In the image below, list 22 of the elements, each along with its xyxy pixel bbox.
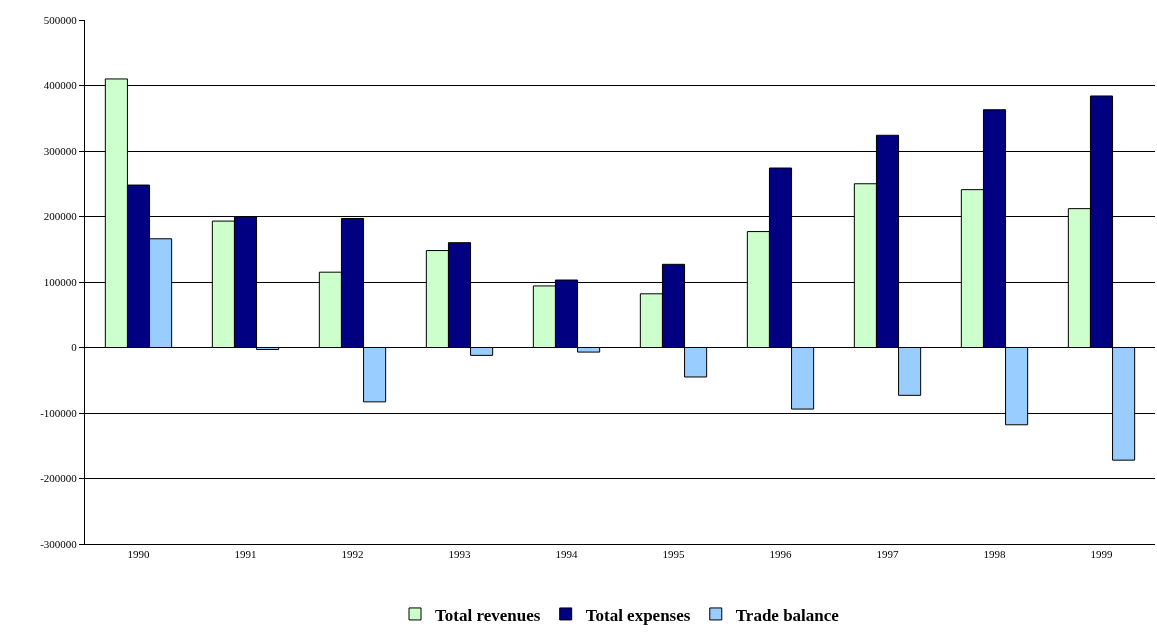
legend-label: Total revenues: [435, 605, 541, 625]
y-tick-label: -200000: [40, 472, 78, 485]
x-tick-label: 1993: [448, 548, 471, 561]
x-tick-label: 1990: [127, 548, 150, 561]
x-tick-label: 1997: [876, 548, 899, 561]
x-tick-label: 1996: [769, 548, 792, 561]
y-tick-label: -300000: [40, 537, 78, 550]
y-tick-label: 200000: [43, 210, 78, 223]
x-tick-label: 1992: [341, 548, 364, 561]
y-tick-label: 400000: [43, 79, 78, 92]
x-tick-label: 1991: [234, 548, 257, 561]
x-tick-label: 1995: [662, 548, 685, 561]
y-tick-label: 500000: [43, 13, 78, 26]
y-tick-label: -100000: [40, 406, 78, 419]
x-tick-label: 1998: [983, 548, 1006, 561]
legend-label: Trade balance: [735, 605, 840, 625]
y-tick-label: 0: [71, 341, 78, 354]
y-tick-label: 100000: [43, 275, 78, 288]
y-tick-label: 300000: [43, 144, 78, 157]
x-tick-label: 1994: [555, 548, 578, 561]
legend-label: Total expenses: [585, 605, 691, 625]
x-tick-label: 1999: [1090, 548, 1113, 561]
